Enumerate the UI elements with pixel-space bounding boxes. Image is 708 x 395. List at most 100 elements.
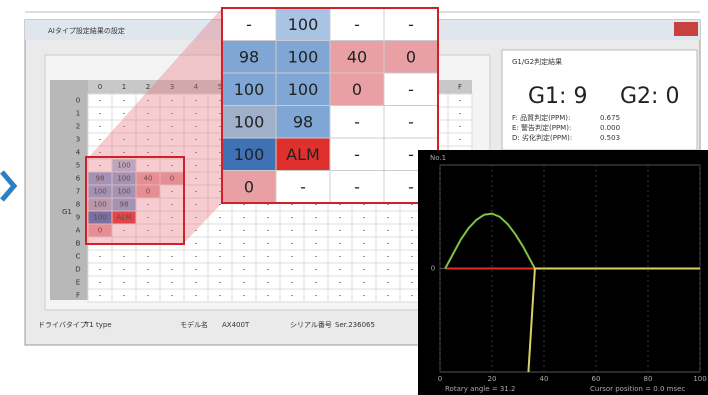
grid-cell-text: - (291, 240, 294, 248)
grid-cell-text: - (291, 279, 294, 287)
column-label: 2 (146, 83, 150, 91)
grid-cell-text: - (411, 253, 414, 261)
grid-cell-text: - (315, 253, 318, 261)
grid-cell-text: - (147, 110, 150, 118)
close-button[interactable] (674, 22, 698, 36)
grid-cell-text: - (195, 110, 198, 118)
column-label: 4 (194, 83, 199, 91)
grid-cell-text: - (219, 162, 222, 170)
chart-annotation: Rotary angle = 31.2 (445, 385, 515, 393)
grid-cell-text: - (411, 227, 414, 235)
grid-cell-text: - (171, 214, 174, 222)
grid-cell-text: - (123, 136, 126, 144)
grid-cell-text: - (459, 110, 462, 118)
grid-cell-text: - (147, 201, 150, 209)
grid-cell-text: - (99, 97, 102, 105)
grid-cell-text: - (219, 110, 222, 118)
grid-cell-text: - (99, 253, 102, 261)
grid-cell-text: - (219, 201, 222, 209)
grid-cell-text: - (363, 266, 366, 274)
grid-cell-text: - (99, 266, 102, 274)
g2-result: G2: 0 (620, 84, 679, 109)
grid-cell-text: - (171, 188, 174, 196)
zoom-source-box (85, 156, 185, 245)
row-label: 9 (76, 214, 80, 222)
row-label: 7 (76, 188, 80, 196)
grid-cell-text: - (363, 253, 366, 261)
zoom-cell-text: - (354, 177, 360, 196)
zoom-cell-text: 100 (234, 80, 265, 99)
grid-cell-text: - (99, 162, 102, 170)
grid-cell-text: - (171, 227, 174, 235)
column-label: 1 (122, 83, 126, 91)
column-label: 5 (218, 83, 222, 91)
zoom-cell-text: - (246, 15, 252, 34)
status-value: Ser.236065 (335, 321, 375, 329)
panel-line-value: 0.000 (600, 124, 620, 132)
chart: No.1 Rotary angle = 31.2 Cursor position… (418, 150, 708, 395)
grid-cell-text: - (411, 240, 414, 248)
zoom-cell (275, 72, 331, 106)
x-tick-label: 40 (540, 375, 549, 383)
status-label: ドライバタイプ (38, 320, 87, 329)
grid-cell-text: - (363, 292, 366, 300)
grid-cell-text: - (219, 149, 222, 157)
grid-cell-text: - (195, 162, 198, 170)
grid-cell-text: - (459, 123, 462, 131)
grid-cell-text: - (195, 136, 198, 144)
zoom-cell (329, 72, 385, 106)
grid-cell-text: 0 (170, 175, 174, 183)
grid-cell-text: - (123, 227, 126, 235)
grid-cell-text: 40 (144, 175, 153, 183)
grid-cell-text: - (243, 266, 246, 274)
grid-cell-text: - (291, 214, 294, 222)
g1-result: G1: 9 (528, 84, 587, 109)
zoom-cell-text: - (354, 112, 360, 131)
grid-cell-text: - (195, 292, 198, 300)
grid-cell-text: - (291, 253, 294, 261)
row-label: 6 (76, 175, 81, 183)
panel-line-label: F: 品質判定(PPM): (512, 113, 570, 122)
grid-cell-text: - (387, 292, 390, 300)
row-label: 1 (76, 110, 80, 118)
grid-cell-text: - (243, 292, 246, 300)
zoom-cell-text: 0 (244, 177, 254, 196)
zoom-cell-text: - (354, 15, 360, 34)
grid-cell-text: 100 (117, 175, 130, 183)
grid-cell-text: - (147, 292, 150, 300)
grid-cell-text: 100 (117, 162, 130, 170)
grid-cell-text: - (339, 279, 342, 287)
grid-cell-text: - (339, 240, 342, 248)
grid-cell-text: - (99, 136, 102, 144)
grid-cell-text: - (123, 279, 126, 287)
zoom-cell-text: ALM (286, 145, 320, 164)
zoom-cell-text: 100 (234, 112, 265, 131)
zoom-cell (275, 7, 331, 41)
status-label: モデル名 (180, 320, 208, 329)
grid-cell-text: - (171, 97, 174, 105)
grid-cell-text: - (171, 110, 174, 118)
zoom-cell-text: - (408, 177, 414, 196)
window-title: AIタイプ設定結果の設定 (48, 26, 125, 35)
zoom-cell (329, 40, 385, 74)
grid-cell-text: - (123, 97, 126, 105)
grid-cell-text: - (195, 266, 198, 274)
grid-cell-text: - (123, 110, 126, 118)
grid-cell-text: - (219, 188, 222, 196)
zoom-cell-text: 0 (406, 47, 416, 66)
grid-cell-text: - (387, 279, 390, 287)
status-value: T1 type (84, 321, 112, 329)
row-label: 0 (76, 97, 80, 105)
grid-cell-text: - (267, 266, 270, 274)
chart-background (418, 150, 708, 395)
grid-cell-text: - (339, 201, 342, 209)
arrow (0, 170, 18, 202)
grid-cell-text: - (195, 279, 198, 287)
grid-cell-text: - (219, 97, 222, 105)
grid-cell-text: - (123, 292, 126, 300)
zoom-cell-text: - (408, 80, 414, 99)
grid-cell-text: - (219, 214, 222, 222)
grid-cell-text: - (171, 266, 174, 274)
grid-cell-text: - (243, 240, 246, 248)
grid-cell-text: - (315, 201, 318, 209)
